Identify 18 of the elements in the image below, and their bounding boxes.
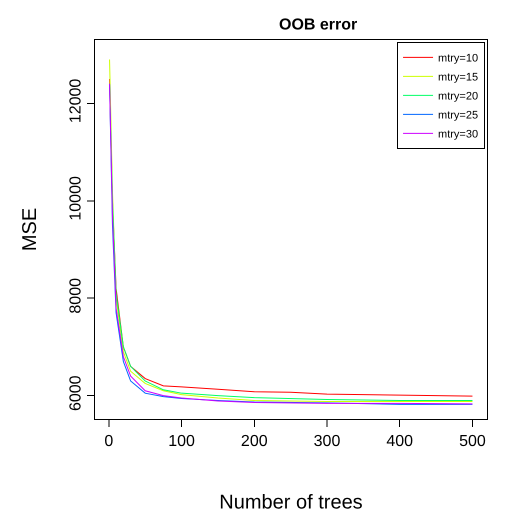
legend-label: mtry=10 <box>438 52 478 65</box>
x-axis-title: Number of trees <box>219 492 363 514</box>
chart-title: OOB error <box>279 16 358 34</box>
y-tick-label: 6000 <box>68 375 85 412</box>
x-tick-label: 400 <box>386 433 414 450</box>
x-tick-label: 500 <box>459 433 486 450</box>
x-tick-label: 300 <box>314 433 340 450</box>
legend-label: mtry=25 <box>438 110 478 122</box>
legend-label: mtry=30 <box>438 128 478 141</box>
x-tick-label: 100 <box>168 433 195 450</box>
x-tick-label: 0 <box>104 433 114 450</box>
y-tick-label: 8000 <box>68 278 85 314</box>
y-tick-label: 10000 <box>68 176 85 221</box>
x-tick-label: 200 <box>240 433 268 450</box>
legend-label: mtry=20 <box>438 90 478 103</box>
legend-label: mtry=15 <box>438 72 478 84</box>
y-axis-title: MSE <box>19 208 42 252</box>
y-tick-label: 12000 <box>68 78 85 124</box>
